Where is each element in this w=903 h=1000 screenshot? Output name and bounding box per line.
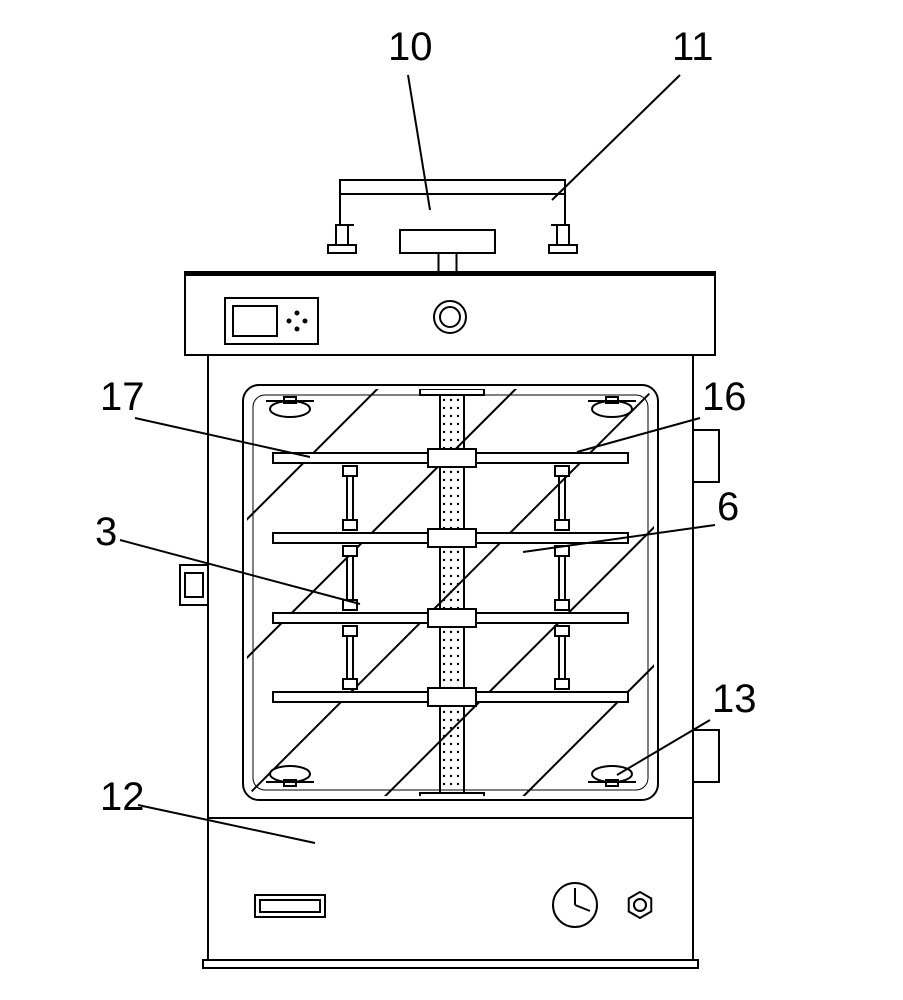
label-11: 11 [672, 25, 714, 69]
label-17: 17 [100, 375, 145, 419]
label-6: 6 [717, 485, 739, 529]
technical-diagram: 10 11 17 16 3 6 12 13 [0, 0, 903, 1000]
label-3: 3 [95, 510, 117, 554]
label-12: 12 [100, 775, 145, 819]
label-10: 10 [388, 25, 433, 69]
label-16: 16 [702, 375, 747, 419]
label-13: 13 [712, 677, 757, 721]
